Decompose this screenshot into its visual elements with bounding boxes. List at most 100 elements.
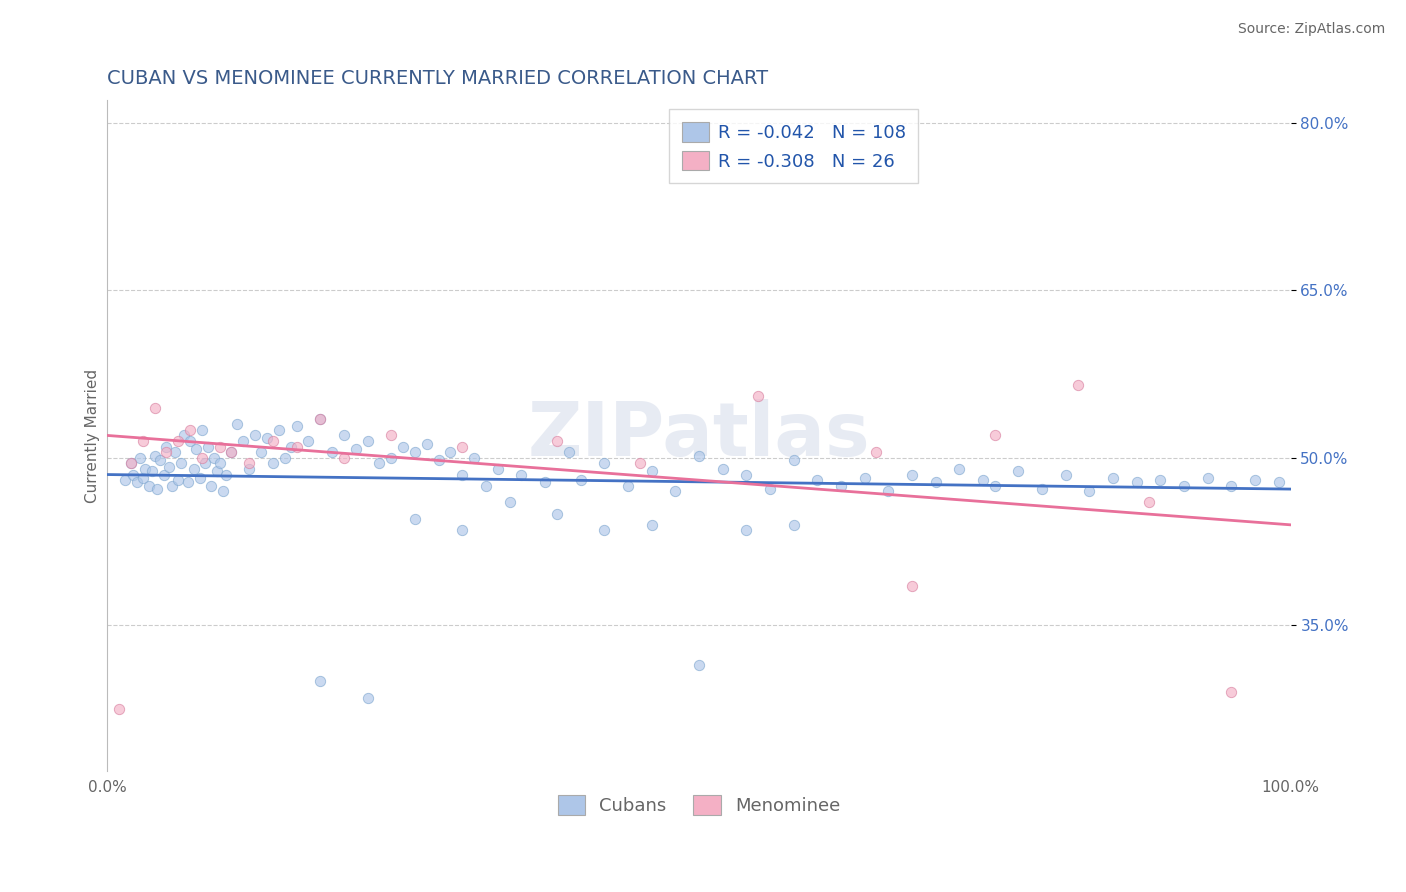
Point bbox=[1149, 473, 1171, 487]
Point bbox=[226, 417, 249, 432]
Point bbox=[285, 440, 308, 454]
Point bbox=[1173, 479, 1195, 493]
Point bbox=[267, 423, 290, 437]
Point bbox=[149, 453, 172, 467]
Point bbox=[688, 449, 710, 463]
Point bbox=[157, 459, 180, 474]
Point bbox=[146, 482, 169, 496]
Point bbox=[427, 453, 450, 467]
Point bbox=[243, 428, 266, 442]
Point bbox=[1268, 475, 1291, 490]
Text: ZIPatlas: ZIPatlas bbox=[527, 399, 870, 472]
Point bbox=[143, 449, 166, 463]
Point bbox=[188, 471, 211, 485]
Point bbox=[208, 440, 231, 454]
Point bbox=[134, 462, 156, 476]
Point bbox=[901, 579, 924, 593]
Point bbox=[114, 473, 136, 487]
Point bbox=[200, 479, 222, 493]
Point bbox=[297, 434, 319, 448]
Point bbox=[924, 475, 946, 490]
Point bbox=[184, 442, 207, 456]
Point bbox=[404, 512, 426, 526]
Point bbox=[179, 434, 201, 448]
Point bbox=[169, 456, 191, 470]
Point bbox=[475, 479, 498, 493]
Point bbox=[153, 467, 176, 482]
Point bbox=[238, 456, 260, 470]
Point bbox=[1031, 482, 1053, 496]
Point bbox=[309, 674, 332, 689]
Point bbox=[380, 428, 402, 442]
Point bbox=[593, 524, 616, 538]
Point bbox=[439, 445, 461, 459]
Point bbox=[404, 445, 426, 459]
Point bbox=[167, 434, 190, 448]
Point bbox=[486, 462, 509, 476]
Point bbox=[451, 440, 474, 454]
Point bbox=[163, 445, 186, 459]
Point bbox=[617, 479, 640, 493]
Point bbox=[1007, 464, 1029, 478]
Point bbox=[498, 495, 520, 509]
Point bbox=[782, 517, 804, 532]
Point bbox=[593, 456, 616, 470]
Point bbox=[628, 456, 651, 470]
Point bbox=[120, 456, 142, 470]
Point bbox=[1220, 479, 1243, 493]
Point bbox=[132, 434, 155, 448]
Point bbox=[546, 434, 568, 448]
Point bbox=[782, 453, 804, 467]
Point bbox=[1102, 471, 1125, 485]
Point bbox=[534, 475, 557, 490]
Point bbox=[212, 484, 235, 499]
Text: Source: ZipAtlas.com: Source: ZipAtlas.com bbox=[1237, 22, 1385, 37]
Point bbox=[451, 467, 474, 482]
Point bbox=[177, 475, 200, 490]
Point bbox=[344, 442, 367, 456]
Point bbox=[1054, 467, 1077, 482]
Point bbox=[877, 484, 900, 499]
Point bbox=[162, 479, 184, 493]
Point bbox=[120, 456, 142, 470]
Point bbox=[274, 450, 297, 465]
Point bbox=[759, 482, 782, 496]
Point bbox=[735, 467, 758, 482]
Point bbox=[141, 464, 163, 478]
Point bbox=[569, 473, 592, 487]
Point bbox=[1244, 473, 1267, 487]
Point bbox=[232, 434, 254, 448]
Point bbox=[1137, 495, 1160, 509]
Point bbox=[984, 428, 1007, 442]
Point bbox=[280, 440, 302, 454]
Point bbox=[138, 479, 160, 493]
Point bbox=[392, 440, 415, 454]
Point bbox=[380, 450, 402, 465]
Point bbox=[173, 428, 195, 442]
Point bbox=[972, 473, 994, 487]
Point bbox=[546, 507, 568, 521]
Legend: Cubans, Menominee: Cubans, Menominee bbox=[550, 788, 848, 822]
Point bbox=[333, 450, 356, 465]
Point bbox=[356, 434, 378, 448]
Point bbox=[202, 450, 225, 465]
Point bbox=[865, 445, 887, 459]
Point bbox=[510, 467, 533, 482]
Y-axis label: Currently Married: Currently Married bbox=[86, 368, 100, 502]
Point bbox=[1220, 685, 1243, 699]
Point bbox=[948, 462, 970, 476]
Point bbox=[238, 462, 260, 476]
Point bbox=[208, 456, 231, 470]
Point bbox=[214, 467, 236, 482]
Point bbox=[309, 411, 332, 425]
Point bbox=[183, 462, 205, 476]
Point bbox=[167, 473, 190, 487]
Point bbox=[256, 431, 278, 445]
Point bbox=[558, 445, 581, 459]
Point bbox=[747, 389, 769, 403]
Point bbox=[122, 467, 145, 482]
Point bbox=[143, 401, 166, 415]
Point bbox=[285, 419, 308, 434]
Point bbox=[688, 657, 710, 672]
Point bbox=[191, 423, 214, 437]
